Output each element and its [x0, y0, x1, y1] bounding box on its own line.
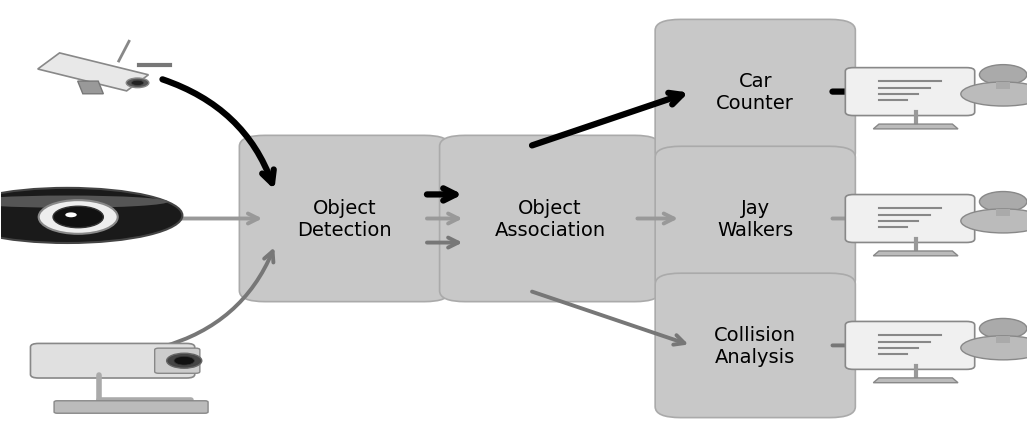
Text: Object
Association: Object Association [494, 198, 605, 240]
FancyBboxPatch shape [240, 136, 450, 302]
FancyBboxPatch shape [996, 209, 1009, 217]
Polygon shape [874, 251, 958, 256]
Circle shape [980, 319, 1027, 339]
Polygon shape [874, 378, 958, 383]
Polygon shape [874, 125, 958, 130]
Ellipse shape [961, 336, 1028, 360]
Ellipse shape [961, 83, 1028, 107]
FancyBboxPatch shape [54, 401, 208, 413]
Circle shape [65, 213, 77, 218]
Ellipse shape [961, 209, 1028, 233]
Circle shape [980, 66, 1027, 86]
Circle shape [53, 207, 104, 228]
Ellipse shape [0, 196, 168, 208]
Text: Car
Counter: Car Counter [717, 72, 795, 113]
FancyBboxPatch shape [996, 83, 1009, 90]
FancyBboxPatch shape [996, 336, 1009, 343]
Ellipse shape [0, 188, 182, 244]
Text: Jay
Walkers: Jay Walkers [718, 198, 794, 240]
Polygon shape [38, 54, 148, 92]
FancyBboxPatch shape [845, 195, 975, 243]
Text: Collision
Analysis: Collision Analysis [714, 325, 797, 366]
Circle shape [132, 81, 144, 86]
Circle shape [980, 192, 1027, 212]
FancyBboxPatch shape [655, 20, 855, 164]
FancyBboxPatch shape [845, 322, 975, 370]
FancyBboxPatch shape [440, 136, 660, 302]
Circle shape [174, 357, 194, 365]
Circle shape [167, 353, 201, 368]
FancyBboxPatch shape [154, 348, 199, 374]
FancyBboxPatch shape [655, 147, 855, 291]
FancyBboxPatch shape [845, 68, 975, 116]
Circle shape [39, 201, 118, 234]
FancyBboxPatch shape [31, 344, 194, 378]
Polygon shape [78, 82, 104, 95]
Text: Object
Detection: Object Detection [297, 198, 392, 240]
FancyBboxPatch shape [655, 274, 855, 418]
Circle shape [126, 79, 149, 88]
